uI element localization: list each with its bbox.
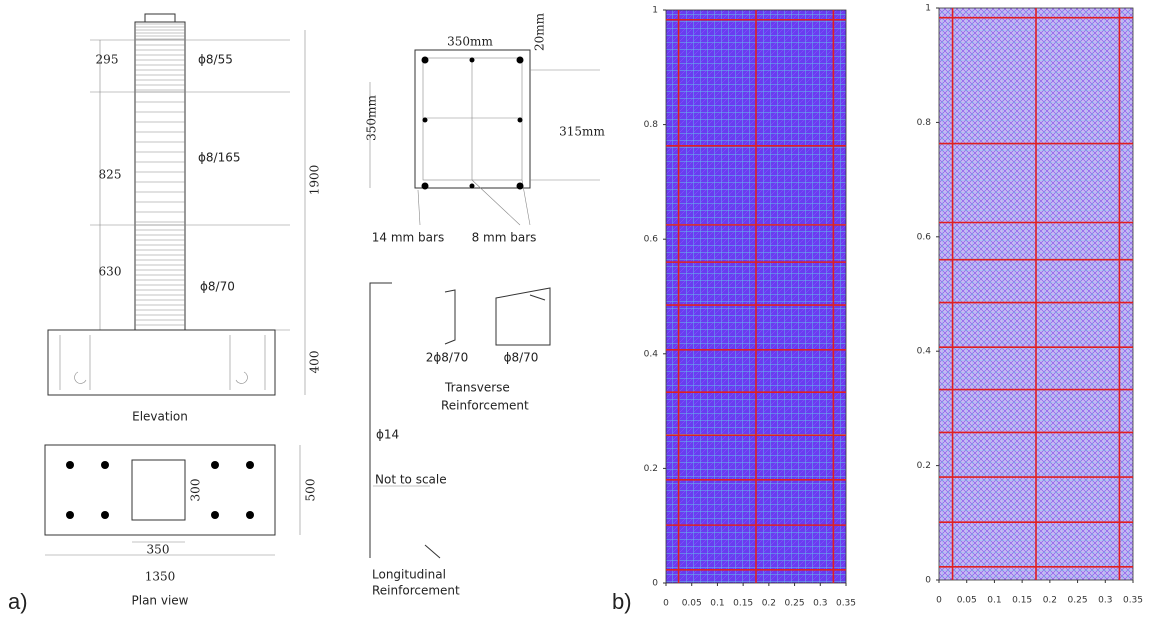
tie-label: ϕ8/70 (504, 351, 539, 365)
y-tick-label: 0.6 (917, 232, 932, 242)
x-tick-label: 0.3 (1098, 596, 1112, 606)
dimension: 1900 (308, 165, 322, 196)
x-tick-label: 0.35 (1123, 596, 1143, 606)
bar (101, 461, 109, 469)
stirrup-label: ϕ8/55 (198, 53, 233, 67)
footing (48, 330, 275, 395)
bar-label: 14 mm bars (372, 231, 444, 245)
dimension: 350mm (447, 35, 493, 49)
x-tick-label: 0 (663, 599, 669, 609)
x-tick-label: 0.15 (1012, 596, 1032, 606)
bar (211, 461, 219, 469)
section (415, 50, 530, 188)
x-tick-label: 0.2 (1043, 596, 1057, 606)
bar (423, 118, 428, 123)
dimension: 500 (304, 479, 318, 502)
y-tick-label: 0.2 (644, 464, 658, 474)
x-tick-label: 0.2 (762, 599, 776, 609)
y-tick-label: 0 (925, 576, 931, 586)
plan-column (132, 460, 185, 520)
figure: 295 825 630 ϕ8/55 ϕ8/165 ϕ8/70 1900 400 … (0, 0, 1152, 620)
dimension: 20mm (533, 12, 547, 51)
stirrups (135, 24, 185, 330)
x-tick-label: 0.1 (710, 599, 724, 609)
bar-label: 8 mm bars (472, 231, 537, 245)
x-tick-label: 0.05 (957, 596, 977, 606)
bar (246, 511, 254, 519)
bar (211, 511, 219, 519)
stirrup-label: ϕ8/70 (200, 280, 235, 294)
y-tick-label: 0.8 (917, 118, 932, 128)
dimension: 315mm (559, 125, 605, 139)
column (135, 22, 185, 330)
stirrup-label: ϕ8/165 (198, 151, 241, 165)
drawings (45, 14, 600, 558)
panel-label: a) (8, 589, 28, 614)
dimension: 295 (96, 53, 119, 67)
y-tick-label: 0.4 (644, 349, 659, 359)
bar-hook (425, 545, 440, 558)
bar (422, 183, 429, 190)
bar (470, 184, 475, 189)
tie-shape (445, 290, 455, 344)
hook (75, 372, 248, 383)
dimension: 630 (99, 265, 122, 279)
x-tick-label: 0.1 (987, 596, 1001, 606)
bar (66, 511, 74, 519)
caption: Transverse (444, 381, 510, 395)
bar (246, 461, 254, 469)
caption: Longitudinal (372, 568, 446, 582)
y-tick-label: 0.4 (917, 347, 932, 357)
bar-label: ϕ14 (376, 428, 399, 442)
caption: Reinforcement (441, 399, 529, 413)
y-tick-label: 1 (652, 6, 658, 16)
bar (518, 118, 523, 123)
leader (418, 190, 420, 225)
dimension: 400 (308, 351, 322, 374)
x-tick-label: 0.15 (733, 599, 753, 609)
y-tick-label: 0.2 (917, 461, 931, 471)
bar (517, 183, 524, 190)
bar (101, 511, 109, 519)
x-tick-label: 0 (936, 596, 942, 606)
bar (66, 461, 74, 469)
leader (472, 180, 520, 225)
dimension: 350 (147, 543, 170, 557)
bar (517, 57, 524, 64)
dimension: 350mm (365, 95, 379, 141)
panel-label: b) (612, 589, 632, 614)
caption: Elevation (132, 410, 188, 424)
stirrup-shape (496, 288, 550, 345)
dimension: 825 (99, 168, 122, 182)
column-top (145, 14, 175, 22)
x-tick-label: 0.3 (813, 599, 827, 609)
caption: Plan view (132, 594, 189, 608)
tie-label: 2ϕ8/70 (426, 351, 469, 365)
plan-footing (45, 445, 275, 535)
y-tick-label: 0.8 (644, 120, 659, 130)
x-tick-label: 0.05 (682, 599, 702, 609)
bar-shape (370, 283, 392, 558)
stirrup (423, 58, 522, 180)
x-tick-label: 0.25 (785, 599, 805, 609)
bar (470, 58, 475, 63)
caption: Reinforcement (372, 584, 460, 598)
y-tick-label: 0.6 (644, 235, 659, 245)
dimension: 1350 (145, 570, 176, 584)
note: Not to scale (375, 473, 447, 487)
x-tick-label: 0.35 (836, 599, 856, 609)
dimension: 300 (189, 479, 203, 502)
x-tick-label: 0.25 (1068, 596, 1088, 606)
bar (422, 57, 429, 64)
y-tick-label: 1 (925, 4, 931, 14)
y-tick-label: 0 (652, 579, 658, 589)
